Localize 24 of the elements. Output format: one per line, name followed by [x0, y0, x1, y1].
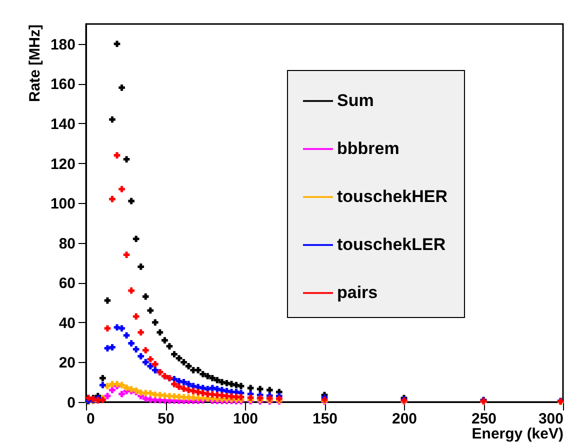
y-tick-label: 120: [50, 156, 76, 173]
legend-label: pairs: [337, 283, 378, 302]
y-tick-label: 40: [58, 314, 76, 332]
x-tick-label: 250: [471, 410, 497, 428]
y-tick-label: 0: [67, 394, 76, 412]
legend-label: Sum: [337, 91, 374, 110]
legend-label: touschekLER: [337, 235, 446, 254]
legend-label: touschekHER: [337, 187, 448, 206]
y-axis-title: Rate [MHz]: [26, 24, 44, 102]
legend-label: bbbrem: [337, 139, 400, 158]
y-tick-label: 20: [58, 354, 76, 372]
x-tick-label: 200: [392, 410, 418, 428]
x-tick-label: 50: [158, 410, 174, 428]
y-tick-label: 180: [50, 36, 76, 54]
y-tick-label: 160: [50, 76, 76, 94]
x-tick-label: 300: [538, 410, 564, 428]
x-tick-label: 100: [232, 410, 258, 428]
y-tick-label: 100: [50, 196, 76, 213]
x-tick-label: 0: [86, 410, 95, 428]
y-tick-label: 140: [50, 116, 76, 133]
y-tick-label: 60: [58, 275, 76, 292]
x-tick-label: 150: [312, 410, 338, 428]
x-axis-title: Energy (keV): [472, 426, 564, 442]
y-tick-label: 80: [58, 235, 76, 252]
